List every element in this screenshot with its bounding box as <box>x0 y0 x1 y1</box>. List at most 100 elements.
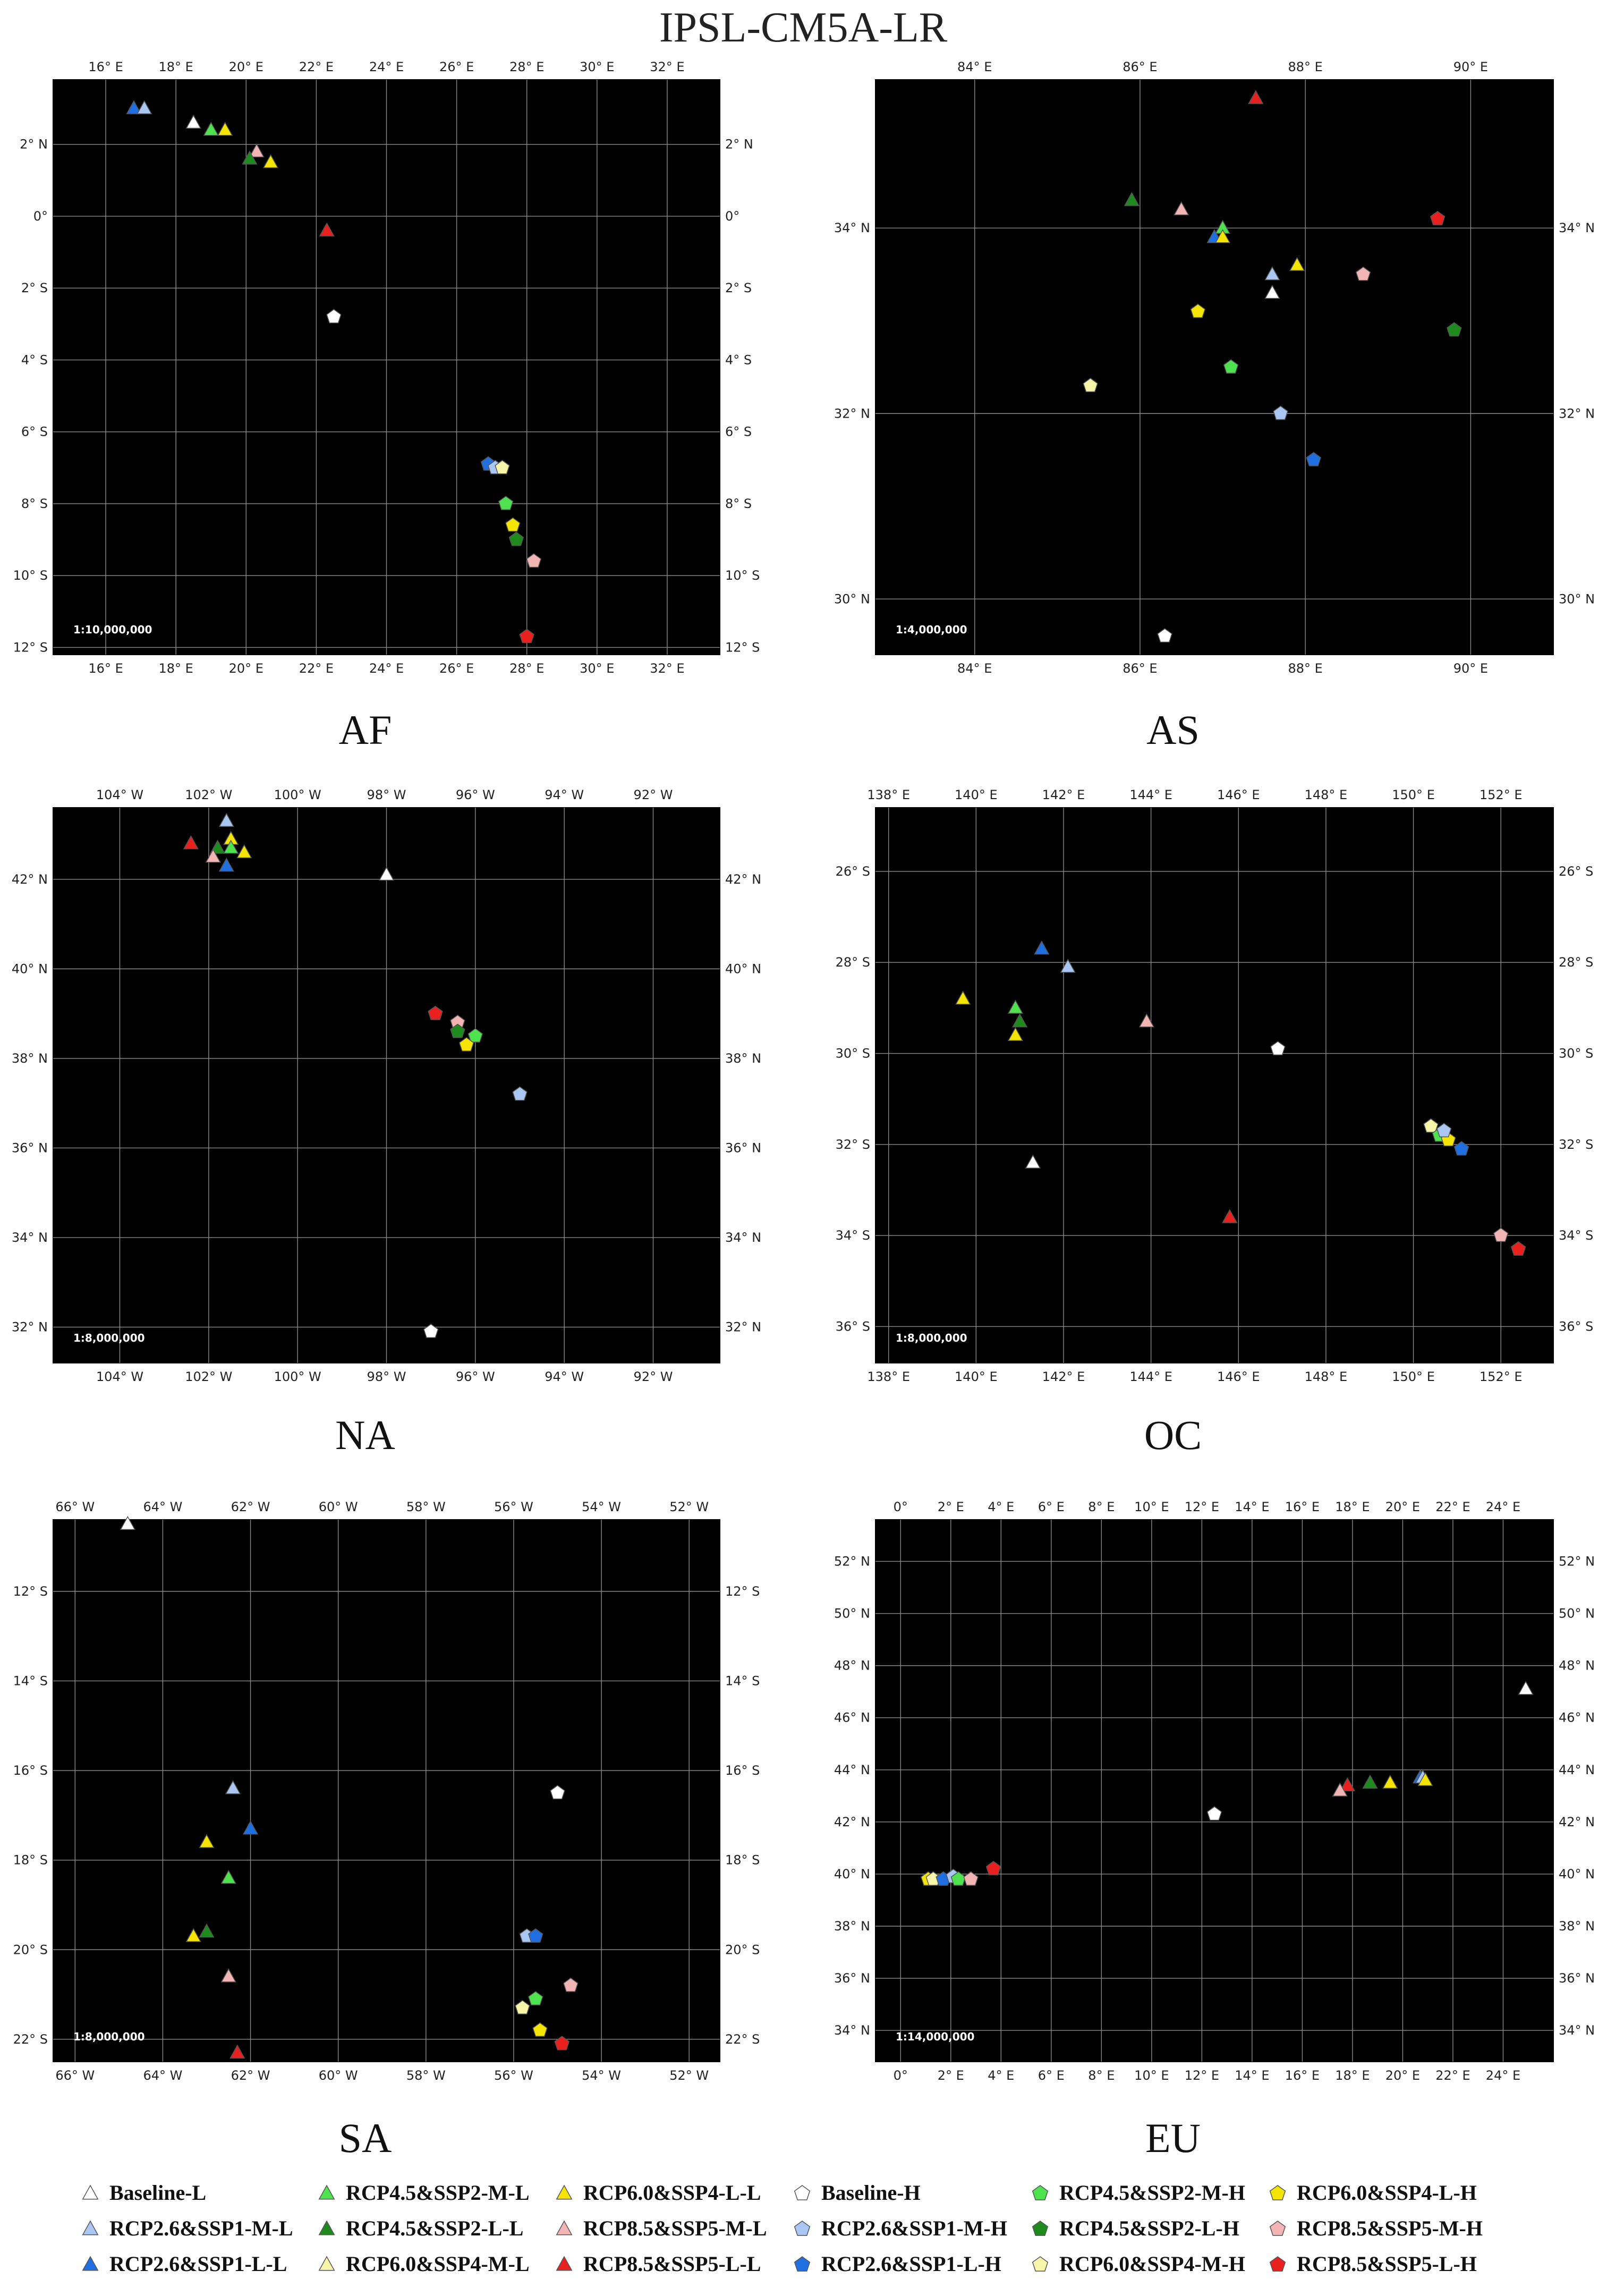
x-tick-label-bottom: 92° W <box>634 1369 673 1384</box>
y-tick-label-left: 44° N <box>834 1763 870 1777</box>
panels: 16° E 16° E 18° E 18° E 20° E 20° E 22° E 22° E… <box>12 60 1595 2161</box>
y-tick-label-right: 44° N <box>1559 1763 1595 1777</box>
y-tick-label-left: 36° N <box>834 1971 870 1986</box>
y-tick-label-right: 2° S <box>725 281 752 295</box>
legend-label: RCP4.5&SSP2-L-L <box>346 2216 523 2240</box>
x-tick-label-top: 98° W <box>367 787 406 802</box>
y-tick-label-left: 20° S <box>13 1942 48 1957</box>
legend-item-rcp4-5-ssp2-m-h: RCP4.5&SSP2-M-H <box>1032 2181 1245 2205</box>
y-tick-label-left: 40° N <box>12 961 48 976</box>
y-tick-label-left: 46° N <box>834 1710 870 1725</box>
map-background <box>53 1519 720 2062</box>
x-tick-label-bottom: 26° E <box>439 661 474 676</box>
map-scale-label: 1:4,000,000 <box>896 623 967 636</box>
region-label-na: NA <box>335 1412 395 1458</box>
legend-marker-rcp4-5-ssp2-m-h <box>1032 2185 1049 2200</box>
y-tick-label-right: 42° N <box>1559 1815 1595 1829</box>
y-tick-label-right: 36° S <box>1559 1319 1593 1334</box>
point-rcp6-0-ssp4-l-l <box>1214 229 1231 243</box>
y-tick-label-right: 30° N <box>1559 591 1595 606</box>
x-tick-label-bottom: 90° E <box>1453 661 1488 676</box>
y-tick-label-right: 10° S <box>725 568 760 583</box>
x-tick-label-top: 148° E <box>1305 787 1348 802</box>
x-tick-label-top: 88° E <box>1288 60 1322 74</box>
y-tick-label-left: 10° S <box>13 568 48 583</box>
x-tick-label-bottom: 96° W <box>456 1369 495 1384</box>
x-tick-label-bottom: 148° E <box>1305 1369 1348 1384</box>
x-tick-label-top: 16° E <box>1285 1499 1320 1514</box>
map-panel-eu: 0° 0° 2° E 2° E 4° E 4° E 6° E 6° E 8° E 8° E 10° … <box>834 1499 1595 2083</box>
x-tick-label-bottom: 20° E <box>229 661 263 676</box>
point-rcp6-0-ssp4-l-l <box>1417 1772 1433 1786</box>
x-tick-label-top: 150° E <box>1392 787 1435 802</box>
legend-marker-rcp6-0-ssp4-m-h <box>1032 2256 1049 2272</box>
point-rcp4-5-ssp2-l-h <box>508 531 524 546</box>
x-tick-label-bottom: 8° E <box>1088 2068 1115 2083</box>
point-rcp6-0-ssp4-l-l <box>236 844 252 859</box>
point-rcp4-5-ssp2-m-h <box>528 1991 543 2006</box>
point-rcp8-5-ssp5-l-h <box>985 1861 1001 1876</box>
x-tick-label-top: 146° E <box>1217 787 1260 802</box>
legend-label: RCP4.5&SSP2-M-L <box>346 2181 530 2205</box>
x-tick-label-top: 22° E <box>1435 1499 1470 1514</box>
y-tick-label-right: 4° S <box>725 352 752 367</box>
y-tick-label-left: 2° N <box>20 137 48 152</box>
point-rcp4-5-ssp2-m-l <box>1007 999 1024 1014</box>
legend-marker-rcp2-6-ssp1-m-h <box>794 2221 811 2236</box>
point-rcp6-0-ssp4-l-l <box>217 122 233 136</box>
point-rcp4-5-ssp2-l-l <box>1012 1013 1028 1028</box>
x-tick-label-top: 102° W <box>185 787 232 802</box>
y-tick-label-left: 16° S <box>13 1763 48 1778</box>
point-rcp8-5-ssp5-l-l <box>1339 1777 1356 1792</box>
y-tick-label-right: 6° S <box>725 425 752 439</box>
map-scale-label: 1:14,000,000 <box>896 2030 974 2043</box>
point-rcp2-6-ssp1-m-h <box>1273 405 1288 420</box>
legend-label: RCP6.0&SSP4-L-L <box>583 2181 761 2205</box>
x-tick-label-bottom: 66° W <box>55 2068 95 2083</box>
y-tick-label-left: 4° S <box>21 352 48 367</box>
point-rcp8-5-ssp5-m-l <box>205 849 221 863</box>
y-tick-label-left: 32° S <box>836 1137 870 1152</box>
x-tick-label-top: 90° E <box>1453 60 1488 74</box>
legend-label: Baseline-H <box>821 2181 921 2205</box>
point-rcp8-5-ssp5-l-l <box>1222 1209 1238 1223</box>
x-tick-label-bottom: 22° E <box>1435 2068 1470 2083</box>
point-rcp2-6-ssp1-l-l <box>218 858 234 872</box>
x-tick-label-bottom: 6° E <box>1038 2068 1065 2083</box>
point-rcp2-6-ssp1-m-h <box>1436 1123 1452 1138</box>
legend-item-rcp2-6-ssp1-m-l: RCP2.6&SSP1-M-L <box>82 2216 293 2240</box>
point-baseline-h <box>423 1324 439 1338</box>
legend-item-rcp2-6-ssp1-l-l: RCP2.6&SSP1-L-L <box>82 2252 287 2276</box>
legend-item-rcp6-0-ssp4-m-h: RCP6.0&SSP4-M-H <box>1032 2252 1245 2276</box>
point-rcp4-5-ssp2-m-h <box>467 1028 483 1043</box>
point-rcp2-6-ssp1-l-h <box>1306 452 1321 467</box>
map-panel-sa: 66° W 66° W 64° W 64° W 62° W 62° W 60° W 60° W… <box>13 1499 760 2083</box>
y-tick-label-left: 52° N <box>834 1554 870 1569</box>
x-tick-label-bottom: 22° E <box>299 661 334 676</box>
point-baseline-l <box>120 1515 135 1530</box>
x-tick-label-top: 96° W <box>456 787 495 802</box>
point-rcp8-5-ssp5-m-h <box>1493 1227 1509 1242</box>
point-rcp6-0-ssp4-l-h <box>458 1037 474 1052</box>
y-tick-label-right: 8° S <box>725 496 752 511</box>
legend-marker-rcp4-5-ssp2-m-l <box>318 2184 335 2200</box>
point-rcp8-5-ssp5-l-h <box>554 2036 569 2051</box>
x-tick-label-bottom: 84° E <box>957 661 992 676</box>
point-rcp4-5-ssp2-m-h <box>950 1871 966 1886</box>
y-tick-label-right: 34° S <box>1559 1228 1593 1243</box>
y-tick-label-left: 26° S <box>836 864 870 879</box>
region-label-af: AF <box>339 707 392 753</box>
point-rcp2-6-ssp1-l-l <box>1034 940 1050 955</box>
y-tick-label-left: 36° N <box>12 1140 48 1155</box>
y-tick-label-right: 48° N <box>1559 1658 1595 1673</box>
x-tick-label-top: 56° W <box>494 1499 533 1514</box>
point-rcp2-6-ssp1-l-l <box>126 100 142 114</box>
point-rcp6-0-ssp4-l-h <box>505 517 521 532</box>
x-tick-label-bottom: 60° W <box>319 2068 358 2083</box>
legend-label: RCP6.0&SSP4-M-L <box>346 2252 530 2276</box>
y-tick-label-right: 22° S <box>725 2032 760 2047</box>
map-scale-label: 1:8,000,000 <box>73 1332 145 1344</box>
x-tick-label-top: 8° E <box>1088 1499 1115 1514</box>
y-tick-label-right: 18° S <box>725 1853 760 1868</box>
